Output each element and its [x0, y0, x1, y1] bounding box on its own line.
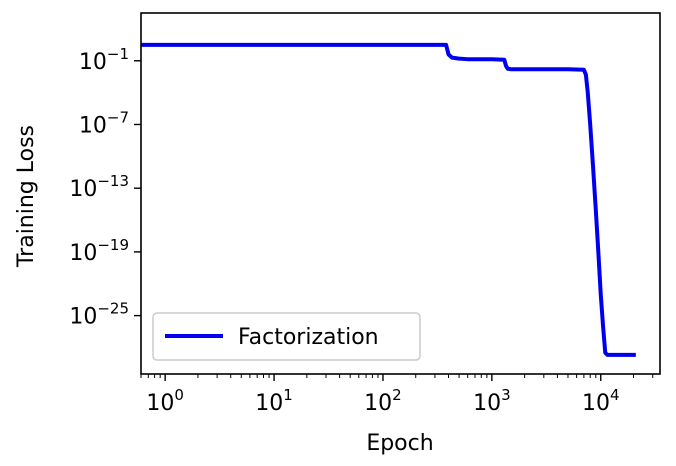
x-tick-label: 103	[473, 386, 511, 416]
y-tick-label: 10−1	[79, 45, 129, 75]
x-tick-label: 100	[146, 386, 184, 416]
y-tick-label: 10−7	[79, 108, 129, 138]
x-tick-label: 102	[364, 386, 402, 416]
y-axis-label: Training Loss	[14, 125, 39, 268]
y-axis-ticks: 10−1 10−7 10−13 10−19 10−25	[69, 45, 141, 330]
legend: Factorization	[152, 312, 421, 361]
y-tick-label: 10−19	[69, 236, 129, 266]
series-line-factorization	[141, 42, 636, 357]
x-tick-label: 101	[255, 386, 293, 416]
y-tick-label: 10−13	[69, 172, 129, 202]
x-tick-label: 104	[582, 386, 620, 416]
y-tick-label: 10−25	[69, 300, 129, 330]
x-axis-ticks: 100 101 102 103 104	[140, 374, 654, 416]
legend-label-factorization: Factorization	[238, 325, 379, 350]
legend-box	[152, 312, 421, 361]
plot-area	[141, 42, 636, 357]
x-axis-label: Epoch	[366, 431, 433, 456]
plot-frame	[140, 12, 661, 375]
